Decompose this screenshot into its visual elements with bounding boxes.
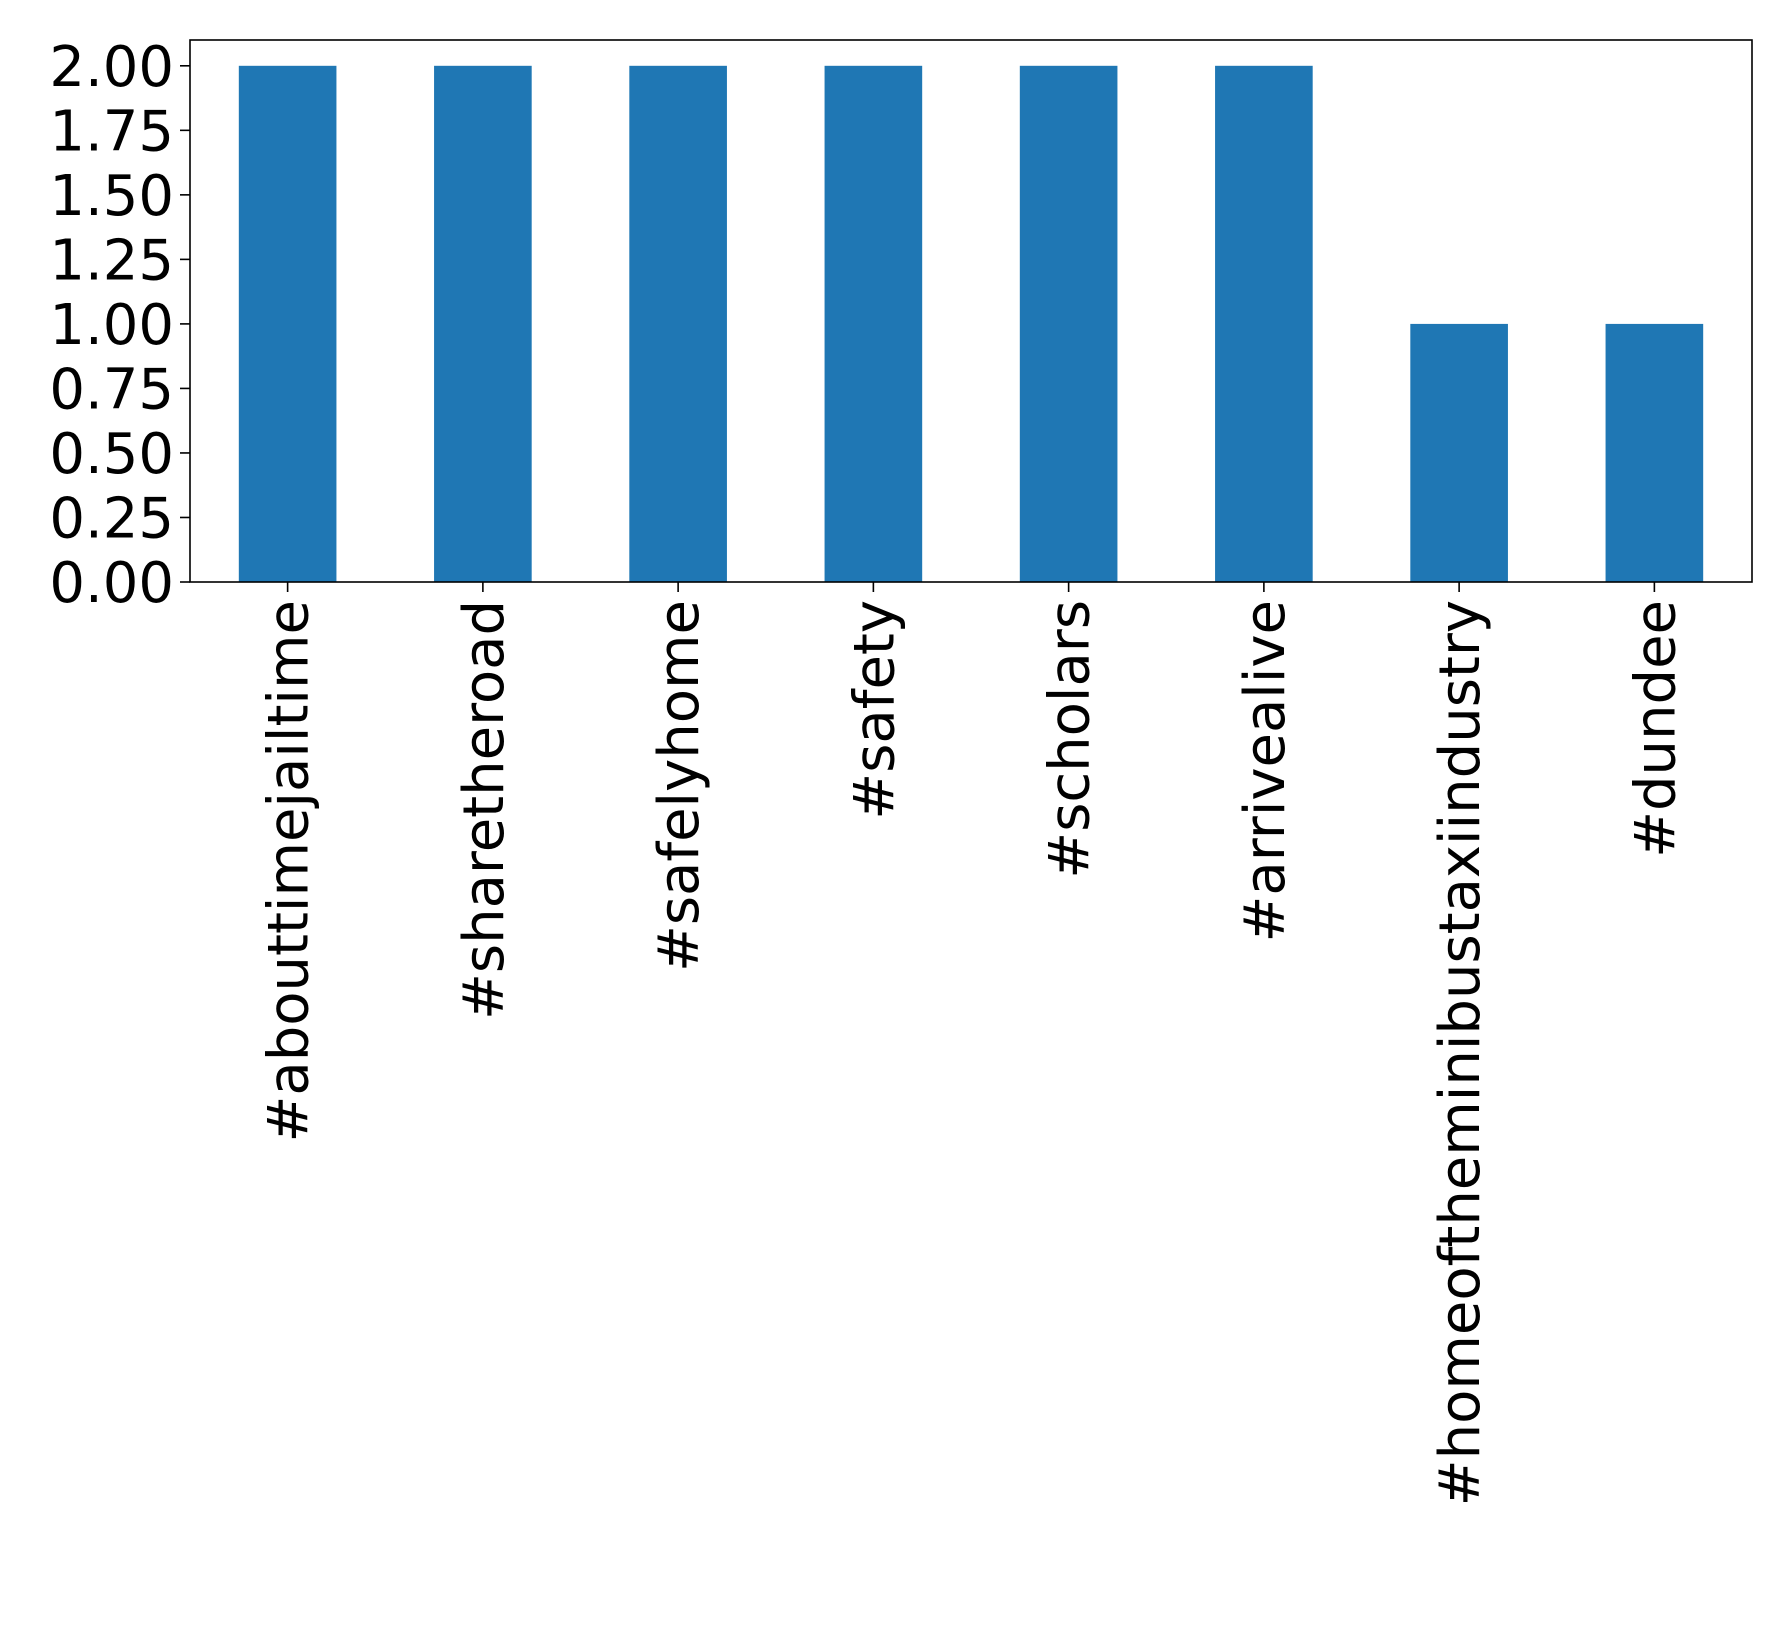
x-tick-label: #abouttimejailtime [257,600,322,1143]
y-tick-label: 0.25 [49,486,174,551]
y-tick-label: 1.75 [49,99,174,164]
bar-sharetheroad [434,65,532,583]
x-tick-label: #safety [842,600,907,820]
x-tick-label: #safelyhome [647,600,712,972]
y-tick-label: 1.50 [49,164,174,229]
bar-dundee [1605,323,1704,582]
axes-frame [189,39,1753,583]
y-tick-label: 0.75 [49,357,174,422]
y-tick-label: 2.00 [49,35,174,100]
bars-group [238,65,1704,583]
bar-scholars [1019,65,1118,583]
y-tick-label: 0.00 [49,551,174,616]
bar-homeoftheminibustaxiindustry [1410,323,1508,582]
x-axis: #abouttimejailtime #sharetheroad #safelyho… [257,582,1688,1506]
bar-safety [824,65,923,583]
bar-safelyhome [629,65,727,583]
bar-arrivealive [1215,65,1313,583]
y-tick-label: 1.25 [49,228,174,293]
x-tick-label: #scholars [1038,600,1103,879]
x-tick-label: #dundee [1623,600,1688,858]
bar-abouttimejailtime [238,65,337,583]
y-tick-label: 1.00 [49,293,174,358]
y-tick-label: 0.50 [49,422,174,487]
y-axis: 0.000.250.500.751.001.251.501.752.00 [49,35,190,616]
x-tick-label: #sharetheroad [452,600,517,1020]
x-tick-label: #arrivealive [1233,600,1298,942]
x-tick-label: #homeoftheminibustaxiindustry [1428,600,1493,1506]
